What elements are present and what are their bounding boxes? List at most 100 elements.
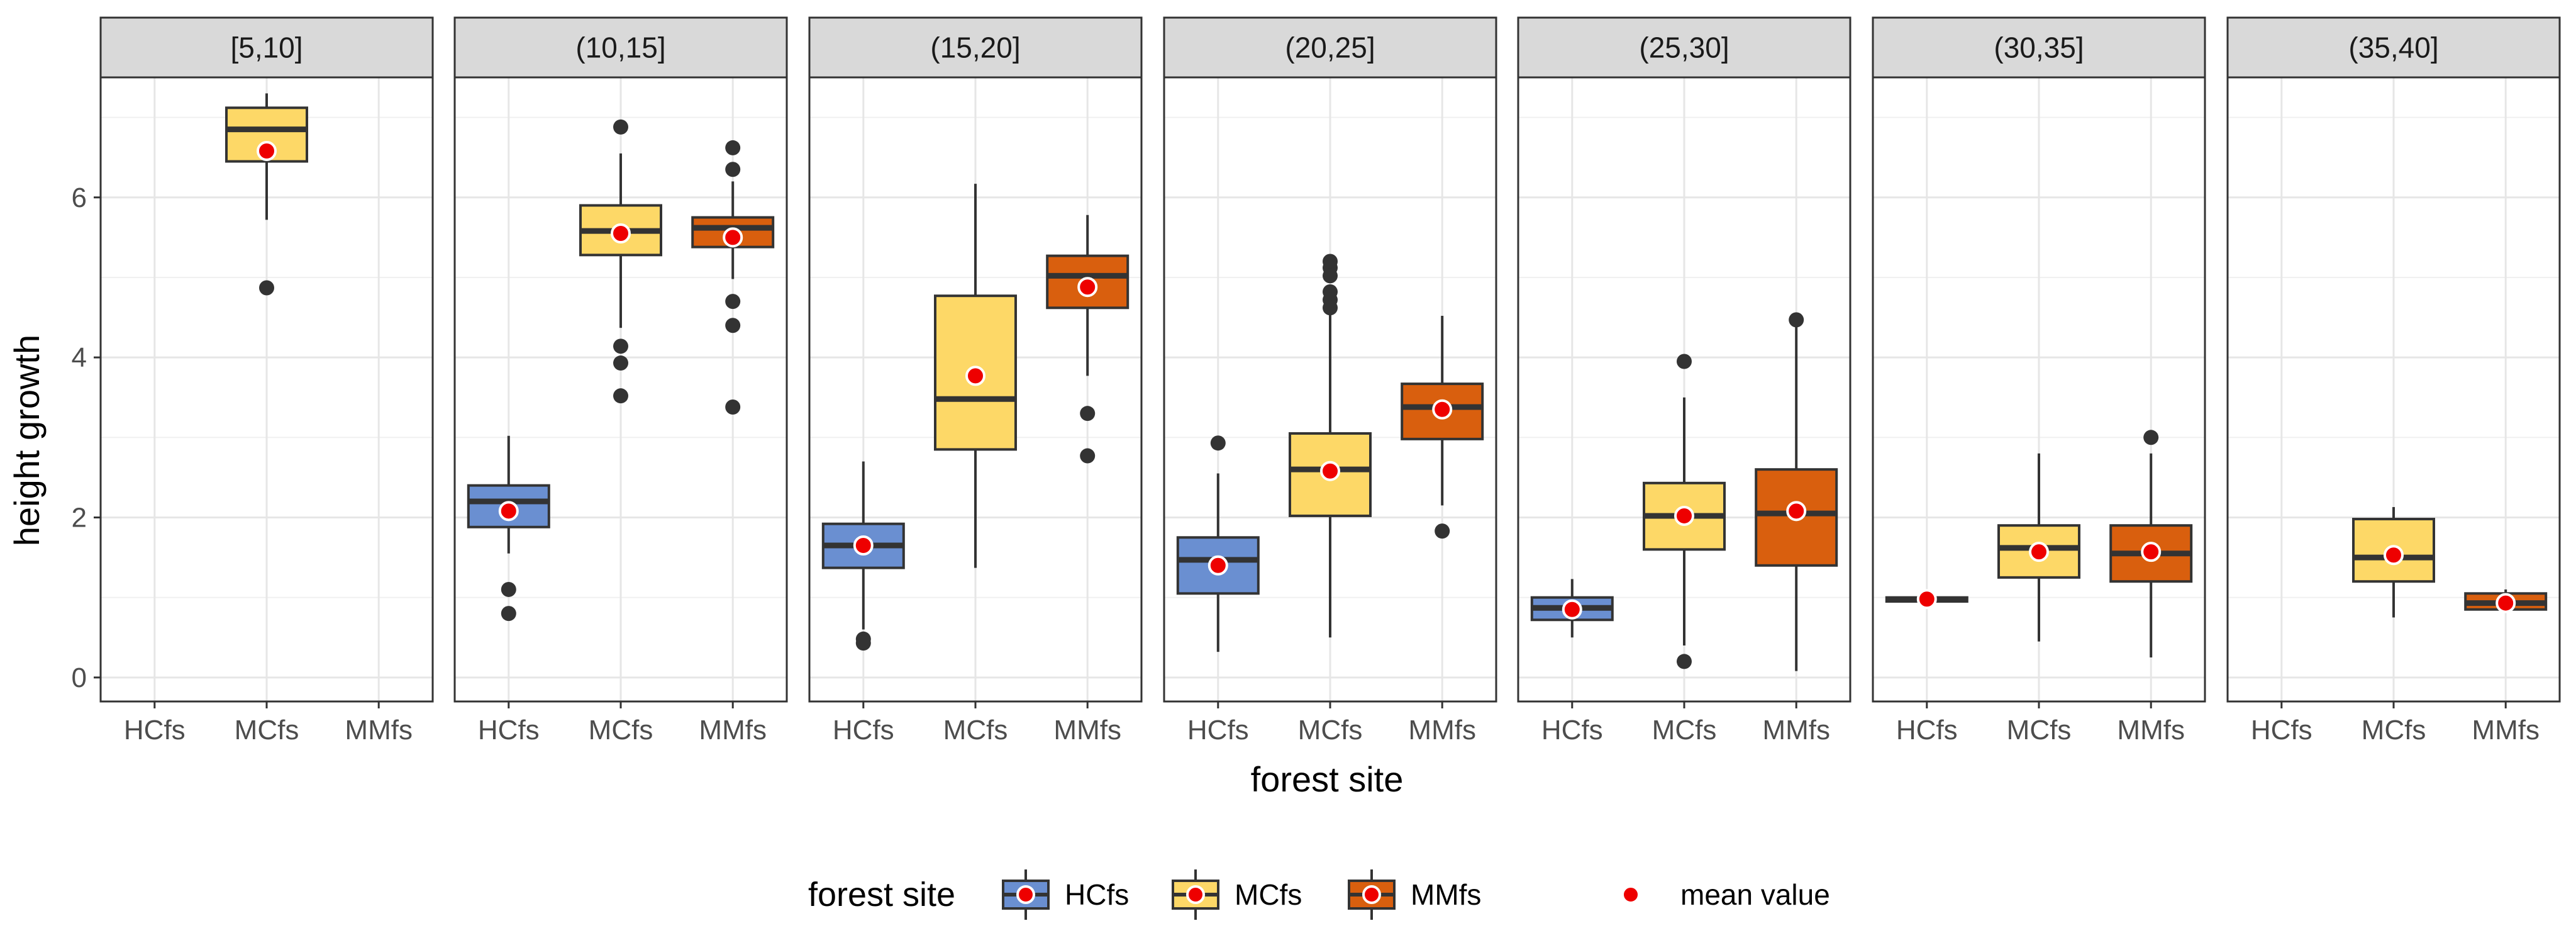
outlier-point (613, 388, 628, 404)
x-tick-label: MMfs (2117, 715, 2185, 746)
outlier-point (613, 355, 628, 371)
legend-key-MMfs: MMfs (1348, 869, 1481, 920)
facet-panels: [5,10]HCfs MCfs MMfs(10,15]HCfs MCfs MMfs(15… (99, 16, 2561, 746)
box-HCfs (821, 461, 905, 651)
legend-key-MCfs: MCfs (1172, 869, 1302, 920)
mean-point (498, 501, 519, 522)
facet-strip (808, 16, 1143, 79)
facet-label: (10,15] (575, 31, 665, 64)
x-tick-label: MMfs (699, 715, 767, 746)
y-tick-label: 6 (72, 182, 87, 213)
x-tick-label: MMfs (1408, 715, 1476, 746)
x-tick-label: MMfs (1762, 715, 1830, 746)
legend-mean-label: mean value (1680, 878, 1830, 911)
y-tick-label: 2 (72, 502, 87, 533)
legend: forest site HCfs MCfs MMfs mean value (808, 869, 1830, 920)
outlier-point (725, 294, 741, 310)
x-tick-label: MMfs (345, 715, 413, 746)
x-tick-label: MCfs (2007, 715, 2072, 746)
box-HCfs (467, 435, 550, 622)
mean-point (853, 535, 874, 556)
box-HCfs (1176, 435, 1260, 652)
outlier-point (1080, 406, 1096, 422)
outlier-point (1789, 312, 1804, 328)
box-HCfs (1530, 579, 1614, 638)
mean-point (1208, 555, 1228, 576)
x-tick-label: HCfs (478, 715, 540, 746)
box-MMfs (2464, 589, 2548, 613)
outlier-point (725, 399, 741, 415)
box-MCfs (579, 119, 662, 404)
legend-label: MCfs (1235, 878, 1302, 911)
x-tick-label: MCfs (1652, 715, 1717, 746)
outlier-point (725, 162, 741, 177)
x-tick-label: MCfs (589, 715, 653, 746)
x-tick-label: HCfs (1896, 715, 1958, 746)
outlier-point (501, 606, 516, 622)
mean-point (1916, 589, 1937, 610)
legend-mean-point (1016, 885, 1035, 904)
mean-point (2141, 542, 2162, 562)
x-tick-label: HCfs (2251, 715, 2312, 746)
legend-mean-point (1362, 885, 1381, 904)
box-MMfs (1401, 315, 1484, 539)
mean-point (2029, 542, 2049, 562)
facet-panel: (35,40] HCfs MCfs MMfs (2226, 16, 2561, 746)
facet-strip (2226, 16, 2561, 79)
outlier-point (725, 140, 741, 155)
y-tick-label: 4 (72, 342, 87, 373)
facet-label: (30,35] (1994, 31, 2084, 64)
x-tick-label: HCfs (833, 715, 894, 746)
outlier-point (613, 119, 628, 135)
mean-point (257, 141, 277, 162)
x-tick-label: HCfs (1187, 715, 1249, 746)
outlier-point (2143, 430, 2159, 445)
facet-panel: (10,15] HCfs MCfs MMfs (453, 16, 788, 746)
x-tick-label: MCfs (235, 715, 299, 746)
mean-point (1562, 599, 1582, 620)
box-MMfs (2109, 430, 2193, 658)
facet-panel: (15,20] HCfs MCfs MMfs (808, 16, 1143, 746)
facet-strip (1517, 16, 1852, 79)
outlier-point (1323, 268, 1338, 284)
facet-strip (1872, 16, 2206, 79)
mean-point (2496, 593, 2516, 613)
mean-point (1674, 505, 1694, 526)
x-tick-label: MCfs (1298, 715, 1363, 746)
x-axis-title: forest site (1251, 759, 1404, 799)
facet-label: (20,25] (1285, 31, 1375, 64)
legend-mean-point (1186, 885, 1205, 904)
mean-point (965, 366, 985, 386)
facet-strip (453, 16, 788, 79)
y-tick-label: 0 (72, 662, 87, 693)
box-MCfs (934, 184, 1017, 568)
legend-mean-key (1621, 885, 1640, 904)
x-tick-label: HCfs (124, 715, 186, 746)
legend-label: MMfs (1411, 878, 1481, 911)
x-tick-label: HCfs (1541, 715, 1603, 746)
facet-panel: (20,25] HCfs MCfs MMfs (1163, 16, 1497, 746)
facet-panel: (25,30] HCfs MCfs MMfs (1517, 16, 1852, 746)
mean-point (611, 223, 631, 243)
outlier-point (725, 318, 741, 333)
box-MCfs (1997, 453, 2080, 642)
box-MCfs (1289, 254, 1372, 638)
x-tick-label: MCfs (943, 715, 1008, 746)
facet-label: (15,20] (930, 31, 1020, 64)
y-axis: 0 2 4 6 (72, 182, 101, 693)
outlier-point (1080, 448, 1096, 464)
mean-point (1320, 461, 1340, 481)
mean-point (1077, 277, 1098, 298)
box-MCfs (2352, 506, 2435, 618)
y-axis-title: height growth (7, 335, 47, 546)
x-tick-label: MCfs (2362, 715, 2426, 746)
outlier-point (1323, 300, 1338, 316)
outlier-point (855, 635, 871, 651)
box-MCfs (225, 93, 308, 296)
mean-point (723, 227, 743, 248)
mean-point (1786, 501, 1807, 522)
outlier-point (1435, 523, 1450, 539)
outlier-point (501, 581, 516, 597)
outlier-point (1210, 435, 1226, 451)
